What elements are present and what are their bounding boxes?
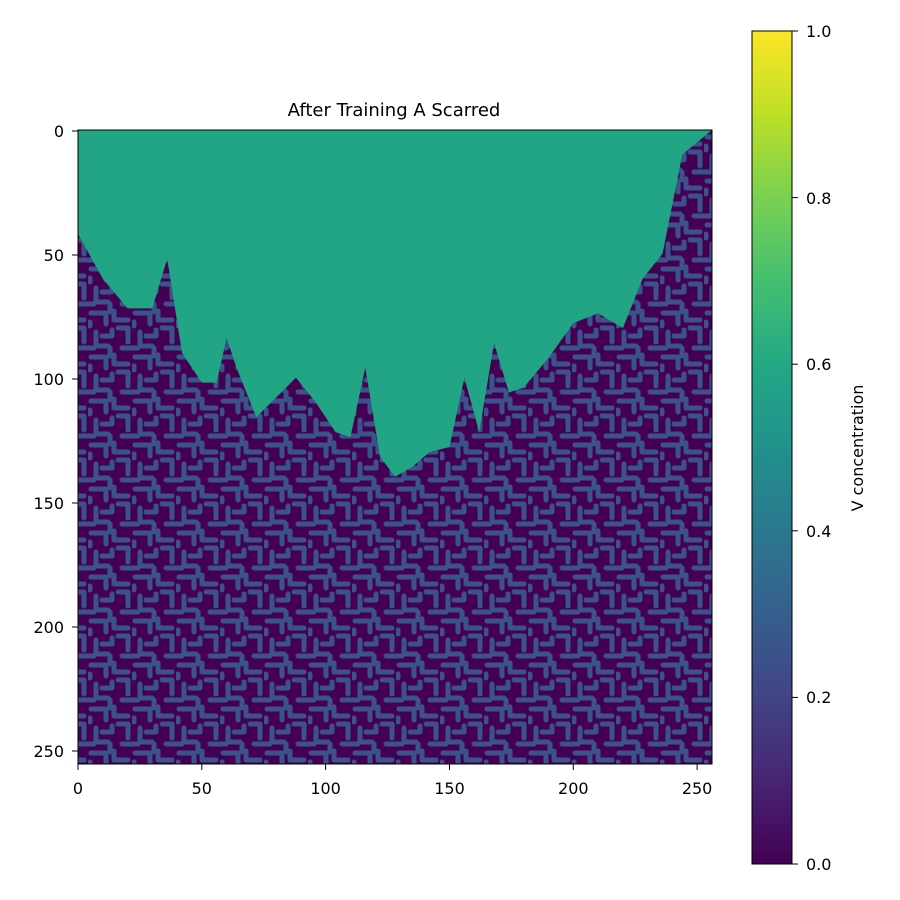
colorbar-gradient bbox=[751, 30, 793, 865]
heatmap-image bbox=[78, 130, 712, 764]
colorbar-tick-label: 1.0 bbox=[806, 22, 831, 41]
y-tick-label: 0 bbox=[54, 122, 64, 141]
colorbar-label: V concentration bbox=[848, 385, 867, 512]
axes-frame bbox=[77, 129, 713, 765]
x-tick-label: 200 bbox=[558, 779, 589, 798]
x-tick-label: 150 bbox=[434, 779, 465, 798]
colorbar-tick-label: 0.8 bbox=[806, 189, 831, 208]
colorbar: 0.0 0.2 0.4 0.6 0.8 1.0 V concentration bbox=[751, 22, 867, 874]
x-tick-label: 0 bbox=[73, 779, 83, 798]
y-axis: 0 50 100 150 200 250 bbox=[33, 122, 78, 761]
colorbar-tick-label: 0.4 bbox=[806, 522, 831, 541]
x-tick-label: 50 bbox=[192, 779, 212, 798]
x-tick-label: 100 bbox=[310, 779, 341, 798]
chart-title: After Training A Scarred bbox=[288, 100, 501, 121]
y-tick-label: 100 bbox=[33, 370, 64, 389]
colorbar-tick-label: 0.0 bbox=[806, 855, 831, 874]
colorbar-tick-label: 0.6 bbox=[806, 355, 831, 374]
colorbar-tick-label: 0.2 bbox=[806, 688, 831, 707]
y-tick-label: 200 bbox=[33, 618, 64, 637]
x-tick-label: 250 bbox=[682, 779, 713, 798]
y-tick-label: 250 bbox=[33, 742, 64, 761]
scarred-region bbox=[78, 130, 712, 477]
y-tick-label: 150 bbox=[33, 494, 64, 513]
x-axis: 0 50 100 150 200 250 bbox=[73, 764, 712, 798]
y-tick-label: 50 bbox=[44, 246, 64, 265]
